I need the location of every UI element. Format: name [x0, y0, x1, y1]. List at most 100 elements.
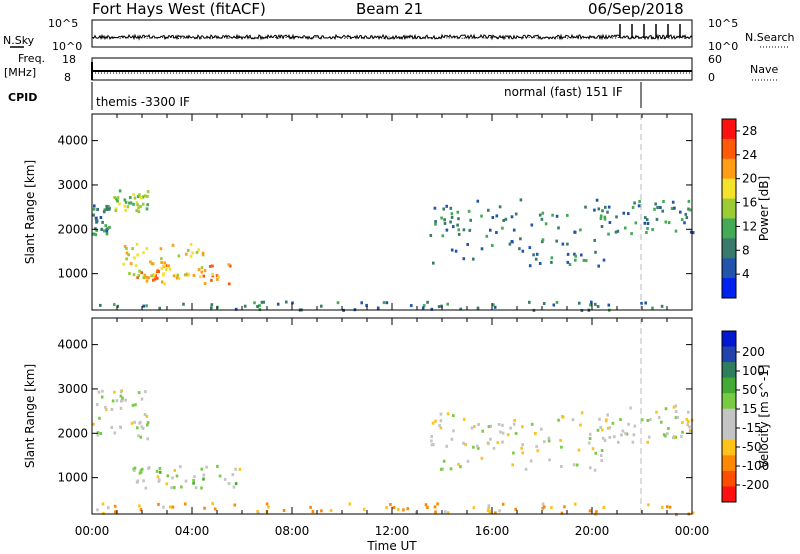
- power-cell: [555, 300, 559, 304]
- power-cell: [92, 207, 96, 211]
- power-cell: [645, 231, 648, 234]
- velocity-cell: [234, 467, 237, 471]
- power-cell: [429, 234, 433, 237]
- velocity-cell: [227, 482, 231, 485]
- power-cell: [498, 205, 502, 209]
- velocity-cell: [120, 399, 123, 403]
- power-colorbar-segment: [722, 119, 736, 140]
- power-cell: [607, 303, 611, 307]
- power-cell: [644, 216, 647, 220]
- velocity-cell: [320, 509, 323, 513]
- velocity-cell: [587, 441, 591, 445]
- power-cell: [234, 307, 238, 311]
- power-cell: [160, 257, 163, 261]
- power-cell: [159, 247, 163, 251]
- velocity-cell: [521, 425, 524, 429]
- power-cell: [551, 213, 554, 217]
- power-cell: [459, 307, 462, 311]
- power-cell: [631, 206, 635, 209]
- power-cell: [528, 264, 532, 268]
- power-cell: [177, 254, 181, 258]
- power-cell: [142, 276, 146, 279]
- velocity-cell: [580, 411, 584, 415]
- velocity-cell: [452, 429, 455, 433]
- nsky-strip-frame: [91, 19, 693, 48]
- power-cell: [114, 207, 118, 211]
- power-cell: [683, 221, 686, 225]
- velocity-cell: [101, 502, 105, 506]
- power-cell: [518, 247, 521, 251]
- freq-label: Freq.: [18, 52, 45, 65]
- velocity-cell: [144, 486, 148, 490]
- velocity-cell: [487, 425, 491, 429]
- power-cell: [491, 216, 495, 219]
- power-cell: [600, 225, 604, 228]
- power-cell: [434, 220, 437, 223]
- power-colorbar-label: Power [dB]: [757, 176, 771, 241]
- power-cell: [99, 303, 102, 307]
- velocity-cell: [600, 459, 603, 462]
- power-cell: [643, 221, 647, 225]
- power-cell: [480, 247, 484, 251]
- power-cell: [175, 276, 179, 280]
- power-cell: [122, 262, 125, 266]
- velocity-cell: [557, 418, 560, 422]
- power-cell: [150, 274, 153, 278]
- power-cell: [456, 223, 459, 227]
- velocity-cell: [415, 511, 418, 514]
- power-cell: [589, 303, 592, 307]
- velocity-colorbar-segment: [722, 439, 736, 456]
- power-cell: [142, 304, 145, 308]
- velocity-cell: [509, 426, 512, 430]
- velocity-cell: [200, 467, 203, 471]
- power-cell: [210, 278, 213, 282]
- power-cell: [457, 217, 460, 221]
- velocity-cell: [665, 505, 669, 509]
- power-cell: [624, 226, 627, 230]
- velocity-colorbar-segment: [722, 377, 736, 394]
- power-cell: [229, 264, 232, 268]
- power-cell: [468, 228, 472, 232]
- power-cell: [661, 209, 664, 213]
- power-cell: [574, 258, 577, 262]
- power-cell: [146, 203, 149, 207]
- cpid-right-text: normal (fast) 151 IF: [504, 85, 623, 99]
- power-cell: [131, 247, 134, 251]
- power-cell: [135, 200, 139, 204]
- velocity-cell: [175, 474, 179, 478]
- power-cell: [534, 257, 538, 261]
- power-cell: [114, 209, 118, 213]
- velocity-colorbar-tick-label: -15: [742, 421, 762, 435]
- power-cell: [566, 252, 570, 256]
- beam-label: Beam 21: [356, 0, 424, 18]
- velocity-cell: [329, 509, 333, 513]
- power-cell: [124, 208, 127, 212]
- power-cell: [557, 226, 560, 230]
- velocity-cell: [492, 446, 496, 450]
- velocity-cell: [548, 458, 551, 462]
- power-cell: [132, 202, 135, 206]
- velocity-cell: [681, 430, 684, 434]
- power-cell: [176, 273, 179, 277]
- power-cell: [143, 273, 147, 277]
- velocity-cell: [144, 390, 147, 394]
- power-cell: [614, 230, 618, 234]
- velocity-cell: [600, 428, 604, 432]
- velocity-cell: [667, 427, 670, 430]
- power-cell: [95, 228, 98, 232]
- power-cell: [96, 208, 99, 212]
- power-cell: [116, 304, 120, 308]
- velocity-cell: [588, 509, 592, 513]
- velocity-cell: [481, 429, 485, 433]
- velocity-cell: [99, 432, 103, 435]
- power-cell: [129, 201, 133, 205]
- power-cell: [528, 300, 531, 304]
- power-cell: [187, 273, 191, 277]
- velocity-cell: [473, 425, 476, 428]
- xtick-label: 12:00: [375, 524, 410, 538]
- velocity-cell: [134, 403, 137, 407]
- power-cell: [113, 303, 116, 307]
- velocity-cell: [282, 509, 286, 512]
- velocity-cell: [216, 464, 219, 468]
- velocity-cell: [640, 418, 644, 422]
